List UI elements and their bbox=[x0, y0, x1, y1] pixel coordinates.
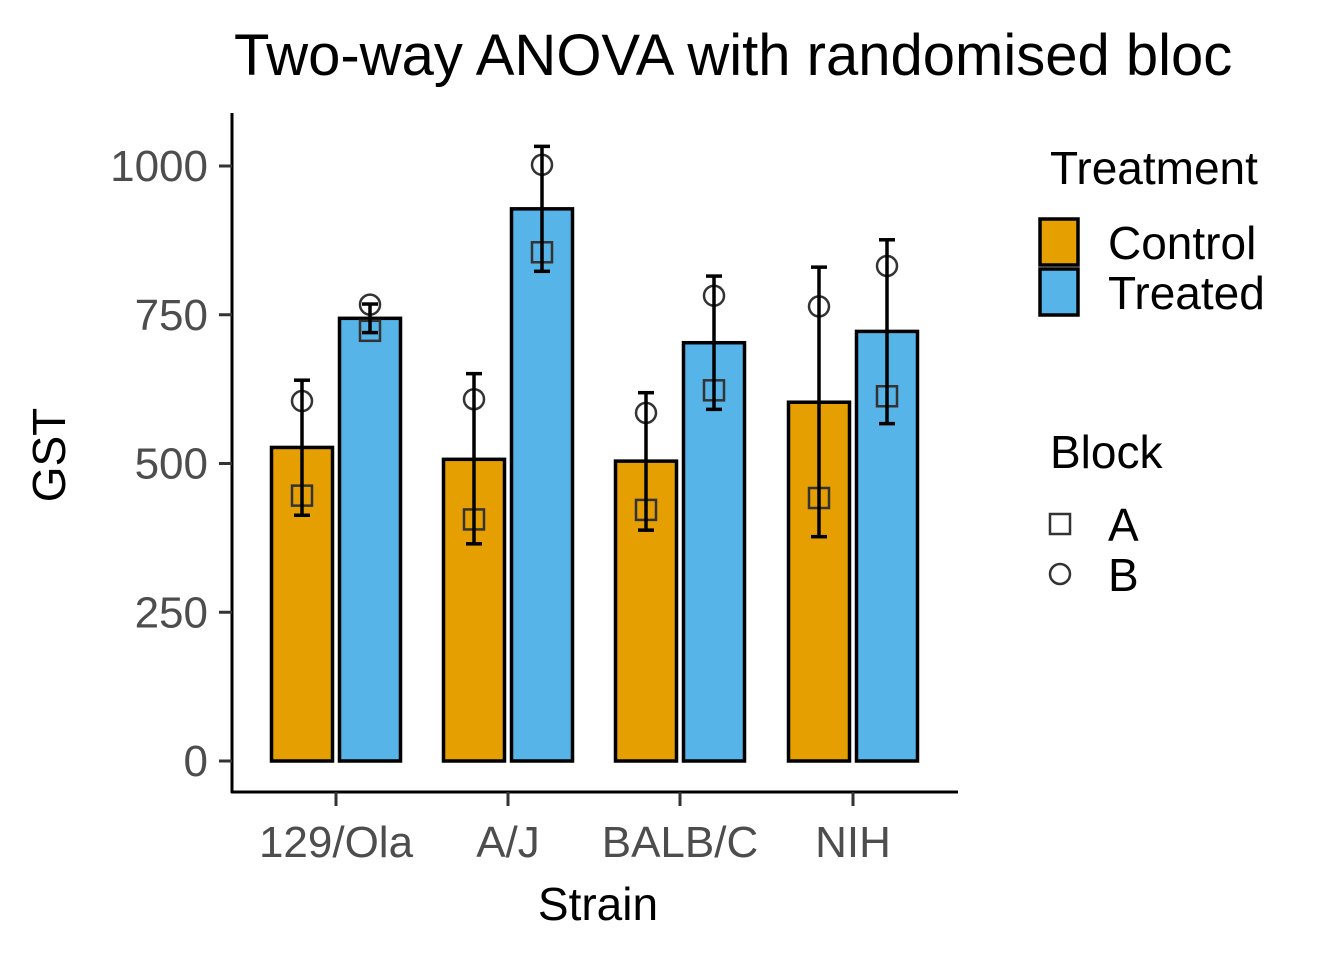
legend-key-control bbox=[1038, 217, 1080, 267]
legend-treatment-title: Treatment bbox=[1050, 142, 1258, 194]
y-tick-label: 750 bbox=[135, 291, 208, 340]
legend-label-block-b: B bbox=[1108, 549, 1139, 601]
y-tick-label: 250 bbox=[135, 588, 208, 637]
y-axis-title: GST bbox=[23, 408, 75, 503]
y-axis-ticks: 0 250 500 750 1000 bbox=[110, 142, 232, 786]
legend-key-block-a bbox=[1048, 512, 1072, 536]
x-tick-label: BALB/C bbox=[602, 818, 759, 867]
bar-treated-2 bbox=[681, 340, 747, 763]
error-bar-control-3 bbox=[811, 265, 827, 539]
error-bar-control-1 bbox=[466, 371, 482, 546]
error-bar-treated-2 bbox=[706, 274, 722, 412]
bar-treated-0 bbox=[337, 316, 403, 763]
x-tick-label: A/J bbox=[476, 818, 540, 867]
plot-area bbox=[269, 144, 920, 763]
legend-block: Block AB bbox=[1048, 426, 1163, 601]
y-tick-label: 0 bbox=[184, 737, 208, 786]
error-bar-control-0 bbox=[294, 378, 310, 518]
x-tick-label: NIH bbox=[815, 818, 891, 867]
error-bar-control-2 bbox=[638, 390, 654, 532]
legend-key-block-b bbox=[1048, 562, 1072, 586]
chart-title: Two-way ANOVA with randomised bloc bbox=[234, 23, 1232, 88]
legend-block-title: Block bbox=[1050, 426, 1163, 478]
error-bar-treated-0 bbox=[362, 302, 378, 335]
legend-key-treated bbox=[1038, 267, 1080, 317]
bar-control-3 bbox=[786, 400, 852, 763]
x-axis-title: Strain bbox=[538, 878, 658, 930]
x-axis-ticks: 129/Ola A/J BALB/C NIH bbox=[259, 792, 891, 867]
y-tick-label: 1000 bbox=[110, 142, 208, 191]
error-bar-treated-1 bbox=[534, 144, 550, 274]
error-bar-treated-3 bbox=[879, 238, 895, 426]
x-tick-label: 129/Ola bbox=[259, 818, 414, 867]
legend-label-treated: Treated bbox=[1108, 267, 1265, 319]
bar-treated-1 bbox=[509, 207, 575, 763]
legend-label-control: Control bbox=[1108, 217, 1256, 269]
legend-label-block-a: A bbox=[1108, 499, 1139, 551]
y-tick-label: 500 bbox=[135, 440, 208, 489]
